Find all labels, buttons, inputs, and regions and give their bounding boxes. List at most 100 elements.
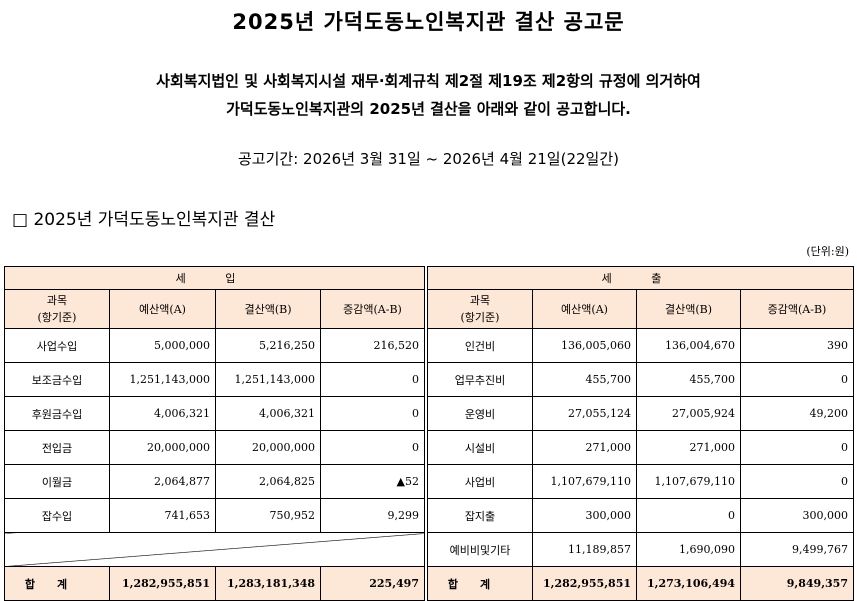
table-row: 잡수입 741,653 750,952 9,299 bbox=[4, 498, 425, 533]
row-budget: 1,107,679,110 bbox=[532, 464, 637, 499]
table-row: 시설비 271,000 271,000 0 bbox=[427, 430, 854, 465]
revenue-col-settle: 결산액(B) bbox=[215, 289, 321, 329]
notice-period: 공고기간: 2026년 3월 31일 ~ 2026년 4월 21일(22일간) bbox=[238, 150, 619, 168]
empty-row bbox=[4, 532, 425, 567]
table-row: 사업수입 5,000,000 5,216,250 216,520 bbox=[4, 328, 425, 363]
revenue-col-budget: 예산액(A) bbox=[109, 289, 216, 329]
row-subject: 업무추진비 bbox=[427, 362, 533, 397]
col-subject-sub: (항기준) bbox=[460, 311, 500, 324]
row-budget: 27,055,124 bbox=[532, 396, 637, 431]
row-subject: 인건비 bbox=[427, 328, 533, 363]
revenue-table: 세 입 과목 (항기준) 예산액(A) 결산액(B) 증감액(A-B) 사업수입… bbox=[4, 266, 425, 601]
row-diff: 0 bbox=[740, 464, 854, 499]
table-row: 후원금수입 4,006,321 4,006,321 0 bbox=[4, 396, 425, 431]
row-budget: 271,000 bbox=[532, 430, 637, 465]
row-budget: 2,064,877 bbox=[109, 464, 216, 499]
row-subject: 잡수입 bbox=[4, 498, 110, 533]
row-subject: 후원금수입 bbox=[4, 396, 110, 431]
revenue-col-diff: 증감액(A-B) bbox=[320, 289, 425, 329]
row-budget: 455,700 bbox=[532, 362, 637, 397]
total-settle: 1,273,106,494 bbox=[636, 566, 741, 601]
row-budget: 20,000,000 bbox=[109, 430, 216, 465]
row-settle: 271,000 bbox=[636, 430, 741, 465]
row-diff: 216,520 bbox=[320, 328, 425, 363]
intro-line-1: 사회복지법인 및 사회복지시설 재무·회계규칙 제2절 제19조 제2항의 규정… bbox=[156, 72, 701, 90]
row-budget: 11,189,857 bbox=[532, 532, 637, 567]
total-row: 합계 1,282,955,851 1,273,106,494 9,849,357 bbox=[427, 566, 854, 601]
row-budget: 136,005,060 bbox=[532, 328, 637, 363]
table-row: 전입금 20,000,000 20,000,000 0 bbox=[4, 430, 425, 465]
expense-col-subject: 과목 (항기준) bbox=[427, 289, 533, 329]
row-diff: 0 bbox=[320, 396, 425, 431]
row-settle: 20,000,000 bbox=[215, 430, 321, 465]
intro-text: 사회복지법인 및 사회복지시설 재무·회계규칙 제2절 제19조 제2항의 규정… bbox=[0, 67, 857, 123]
row-settle: 750,952 bbox=[215, 498, 321, 533]
row-diff: 9,299 bbox=[320, 498, 425, 533]
table-row: 잡지출 300,000 0 300,000 bbox=[427, 498, 854, 533]
total-settle: 1,283,181,348 bbox=[215, 566, 321, 601]
row-settle: 2,064,825 bbox=[215, 464, 321, 499]
row-diff: 0 bbox=[320, 430, 425, 465]
unit-label: (단위:원) bbox=[806, 245, 849, 258]
row-settle: 1,251,143,000 bbox=[215, 362, 321, 397]
row-diff: 0 bbox=[320, 362, 425, 397]
row-subject: 시설비 bbox=[427, 430, 533, 465]
row-settle: 136,004,670 bbox=[636, 328, 741, 363]
row-diff: 0 bbox=[740, 362, 854, 397]
section-title: □ 2025년 가덕도동노인복지관 결산 bbox=[12, 210, 276, 230]
row-subject: 사업수입 bbox=[4, 328, 110, 363]
page-title: 2025년 가덕도동노인복지관 결산 공고문 bbox=[232, 10, 625, 34]
row-subject: 보조금수입 bbox=[4, 362, 110, 397]
row-budget: 300,000 bbox=[532, 498, 637, 533]
revenue-col-subject: 과목 (항기준) bbox=[4, 289, 110, 329]
total-budget: 1,282,955,851 bbox=[532, 566, 637, 601]
row-subject: 이월금 bbox=[4, 464, 110, 499]
total-label: 합계 bbox=[4, 566, 110, 601]
row-diff: 9,499,767 bbox=[740, 532, 854, 567]
total-budget: 1,282,955,851 bbox=[109, 566, 216, 601]
row-budget: 4,006,321 bbox=[109, 396, 216, 431]
row-subject: 잡지출 bbox=[427, 498, 533, 533]
intro-line-2: 가덕도동노인복지관의 2025년 결산을 아래와 같이 공고합니다. bbox=[226, 100, 631, 118]
row-subject: 운영비 bbox=[427, 396, 533, 431]
col-subject-label: 과목 bbox=[46, 294, 68, 307]
total-label: 합계 bbox=[427, 566, 533, 601]
table-row: 보조금수입 1,251,143,000 1,251,143,000 0 bbox=[4, 362, 425, 397]
col-subject-label: 과목 bbox=[469, 294, 491, 307]
expense-col-diff: 증감액(A-B) bbox=[740, 289, 854, 329]
row-subject: 사업비 bbox=[427, 464, 533, 499]
row-settle: 1,690,090 bbox=[636, 532, 741, 567]
expense-col-settle: 결산액(B) bbox=[636, 289, 741, 329]
table-row: 예비비및기타 11,189,857 1,690,090 9,499,767 bbox=[427, 532, 854, 567]
expense-table: 세 출 과목 (항기준) 예산액(A) 결산액(B) 증감액(A-B) 인건비 … bbox=[427, 266, 854, 601]
total-row: 합계 1,282,955,851 1,283,181,348 225,497 bbox=[4, 566, 425, 601]
col-subject-sub: (항기준) bbox=[37, 311, 77, 324]
row-settle: 0 bbox=[636, 498, 741, 533]
row-diff: 300,000 bbox=[740, 498, 854, 533]
row-budget: 741,653 bbox=[109, 498, 216, 533]
row-diff: 0 bbox=[740, 430, 854, 465]
row-diff: 390 bbox=[740, 328, 854, 363]
total-diff: 225,497 bbox=[320, 566, 425, 601]
expense-header: 세 출 bbox=[427, 266, 854, 290]
table-row: 업무추진비 455,700 455,700 0 bbox=[427, 362, 854, 397]
empty-slashed-cell bbox=[4, 532, 425, 567]
row-settle: 4,006,321 bbox=[215, 396, 321, 431]
table-row: 인건비 136,005,060 136,004,670 390 bbox=[427, 328, 854, 363]
row-diff: 49,200 bbox=[740, 396, 854, 431]
expense-col-budget: 예산액(A) bbox=[532, 289, 637, 329]
total-diff: 9,849,357 bbox=[740, 566, 854, 601]
table-row: 운영비 27,055,124 27,005,924 49,200 bbox=[427, 396, 854, 431]
row-settle: 1,107,679,110 bbox=[636, 464, 741, 499]
row-budget: 1,251,143,000 bbox=[109, 362, 216, 397]
row-settle: 27,005,924 bbox=[636, 396, 741, 431]
table-row: 사업비 1,107,679,110 1,107,679,110 0 bbox=[427, 464, 854, 499]
row-subject: 전입금 bbox=[4, 430, 110, 465]
row-subject: 예비비및기타 bbox=[427, 532, 533, 567]
table-row: 이월금 2,064,877 2,064,825 ▲52 bbox=[4, 464, 425, 499]
row-settle: 455,700 bbox=[636, 362, 741, 397]
row-budget: 5,000,000 bbox=[109, 328, 216, 363]
row-diff: ▲52 bbox=[320, 464, 425, 499]
revenue-header: 세 입 bbox=[4, 266, 425, 290]
row-settle: 5,216,250 bbox=[215, 328, 321, 363]
